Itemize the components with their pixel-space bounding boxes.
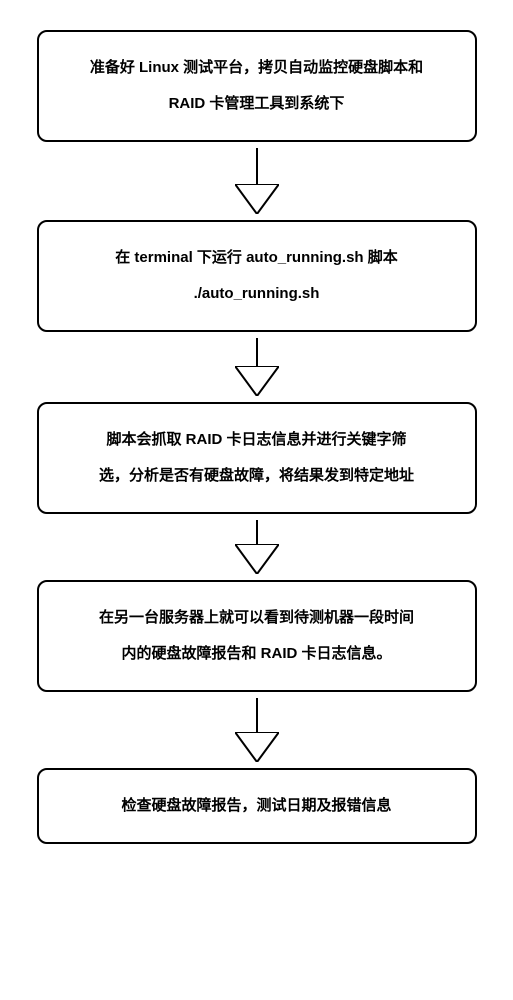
flow-arrow — [235, 520, 279, 574]
node-text-line: ./auto_running.sh — [55, 276, 459, 312]
flowchart-container: 准备好 Linux 测试平台，拷贝自动监控硬盘脚本和 RAID 卡管理工具到系统… — [0, 0, 513, 884]
arrow-stem — [256, 338, 258, 366]
flow-node-step1: 准备好 Linux 测试平台，拷贝自动监控硬盘脚本和 RAID 卡管理工具到系统… — [37, 30, 477, 142]
node-text-line: 内的硬盘故障报告和 RAID 卡日志信息。 — [55, 636, 459, 672]
arrow-head-icon — [235, 366, 279, 396]
node-text-line: 检查硬盘故障报告，测试日期及报错信息 — [55, 788, 459, 824]
flow-arrow — [235, 698, 279, 762]
flow-arrow — [235, 338, 279, 396]
flow-node-step3: 脚本会抓取 RAID 卡日志信息并进行关键字筛 选，分析是否有硬盘故障，将结果发… — [37, 402, 477, 514]
flow-arrow — [235, 148, 279, 214]
arrow-head-icon — [235, 544, 279, 574]
node-text-line: 准备好 Linux 测试平台，拷贝自动监控硬盘脚本和 — [55, 50, 459, 86]
node-text-line: 脚本会抓取 RAID 卡日志信息并进行关键字筛 — [55, 422, 459, 458]
arrow-head-icon — [235, 184, 279, 214]
arrow-stem — [256, 148, 258, 184]
flow-node-step4: 在另一台服务器上就可以看到待测机器一段时间 内的硬盘故障报告和 RAID 卡日志… — [37, 580, 477, 692]
node-text-line: 在 terminal 下运行 auto_running.sh 脚本 — [55, 240, 459, 276]
arrow-stem — [256, 698, 258, 732]
arrow-stem — [256, 520, 258, 544]
node-text-line: 在另一台服务器上就可以看到待测机器一段时间 — [55, 600, 459, 636]
node-text-line: 选，分析是否有硬盘故障，将结果发到特定地址 — [55, 458, 459, 494]
flow-node-step5: 检查硬盘故障报告，测试日期及报错信息 — [37, 768, 477, 844]
flow-node-step2: 在 terminal 下运行 auto_running.sh 脚本 ./auto… — [37, 220, 477, 332]
arrow-head-icon — [235, 732, 279, 762]
node-text-line: RAID 卡管理工具到系统下 — [55, 86, 459, 122]
